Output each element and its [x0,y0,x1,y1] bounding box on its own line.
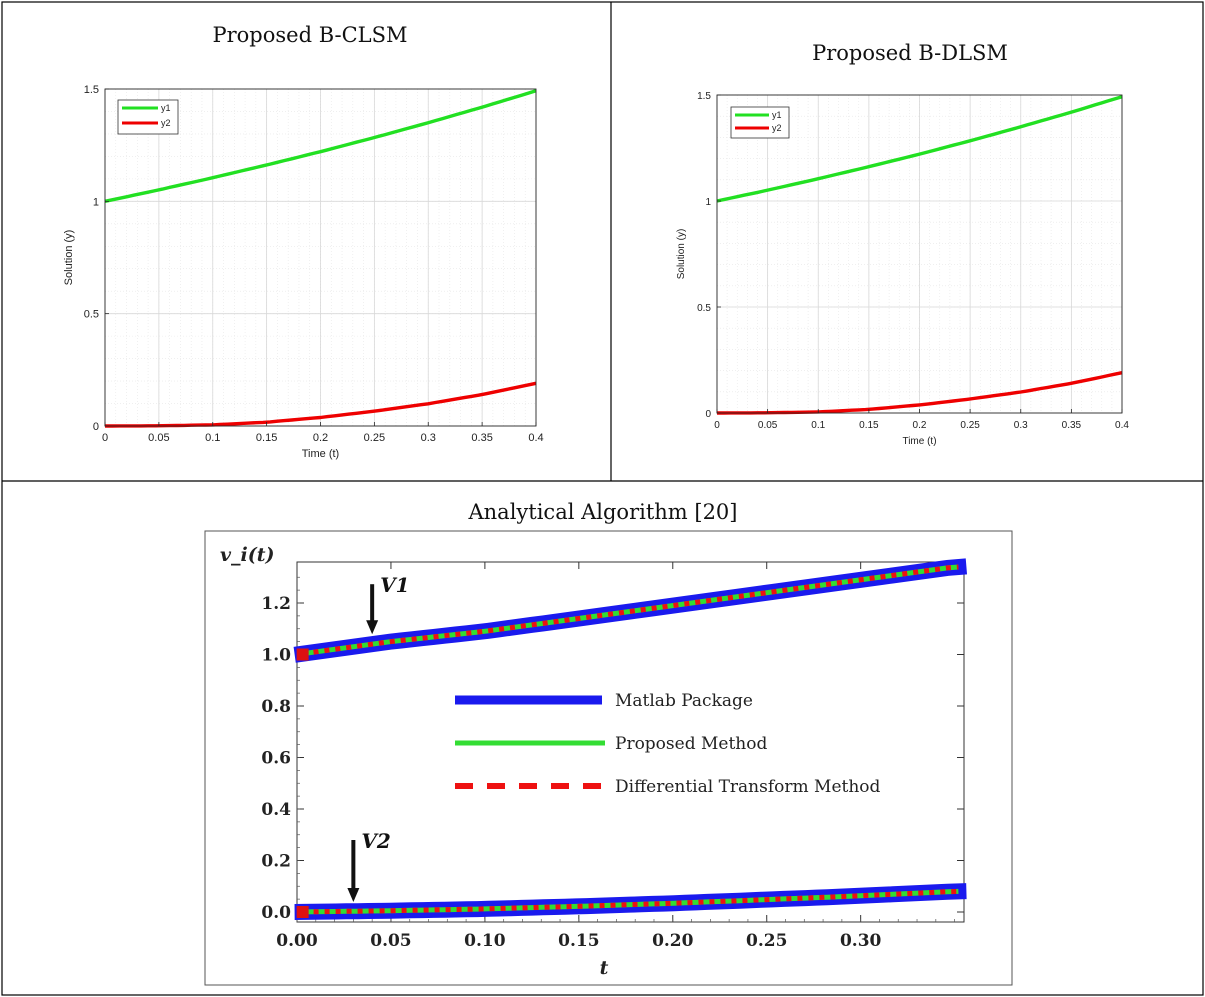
x-tick-label: 0.3 [1014,420,1028,431]
x-tick-label: 0.35 [1062,420,1082,431]
x-tick-label: 0 [714,420,720,431]
legend-label: Matlab Package [615,691,753,711]
series-start-marker [296,906,309,918]
x-tick-label: 0.15 [859,420,879,431]
series-start-marker [296,648,309,661]
y-tick-label: 0.2 [261,852,291,872]
x-tick-label: 0.15 [558,931,599,951]
series-line-y2 [717,371,1123,415]
x-tick-label: 0.2 [913,420,927,431]
y-tick-label: 1 [93,196,99,208]
x-axis-label: t [600,957,609,979]
y-tick-label: 0.0 [261,903,291,923]
x-tick-label: 0.05 [148,432,169,444]
x-tick-label: 0.25 [960,420,980,431]
y-axis-label: Solution (y) [676,229,687,280]
x-tick-label: 0.10 [464,931,506,951]
x-axis-label: Time (t) [902,436,936,447]
y-tick-label: 1.5 [84,84,99,96]
y-tick-label: 0.5 [84,309,99,321]
x-tick-label: 0.3 [421,432,436,444]
x-tick-label: 0.20 [652,931,694,951]
legend-label-y1: y1 [772,110,782,120]
plot-area [296,561,965,923]
y-tick-label: 0.4 [261,800,291,820]
y-tick-label: 0.5 [697,303,711,314]
legend-label: Proposed Method [615,734,767,754]
x-tick-label: 0.05 [758,420,778,431]
x-tick-label: 0.1 [205,432,220,444]
x-tick-label: 0.25 [364,432,385,444]
x-tick-label: 0.35 [471,432,492,444]
chart-b-dlsm: 0 0.05 0.1 0.15 0.2 0.25 0.3 0.35 0.4 0 0.5 1 1.5 Tim… [676,91,1129,447]
x-tick-label: 0.30 [840,931,882,951]
series-line-dtm-values_v1 [302,564,959,657]
y-axis-label: v_i(t) [220,544,275,566]
series-line-proposed-values_v2 [302,888,959,915]
y-tick-label: 0.6 [261,749,291,769]
legend-label-y2: y2 [772,123,782,133]
y-tick-label: 0 [93,421,99,433]
legend: y1 y2 [117,99,179,135]
y-tick-label: 1 [705,197,711,208]
x-tick-label: 0.4 [1115,420,1129,431]
cell-title-analytical: Analytical Algorithm [20] [467,500,737,524]
chart-analytical: 0.00 0.05 0.10 0.15 0.20 0.25 0.30 0.0 0.2 0.4 0.6… [204,530,1013,986]
annotation-label-V1: V1 [380,573,409,597]
cell-title-clsm: Proposed B-CLSM [212,23,407,47]
y-tick-label: 1.0 [261,646,291,666]
x-tick-label: 0 [102,432,108,444]
chart-b-clsm: 0 0.05 0.1 0.15 0.2 0.25 0.3 0.35 0.4 0 0.5 1 1.5 Tim… [63,84,544,460]
x-tick-label: 0.4 [528,432,543,444]
x-tick-label: 0.00 [276,931,318,951]
x-axis-label: Time (t) [302,448,339,460]
annotation-arrow-head [347,888,360,902]
legend-box [730,106,790,139]
x-tick-label: 0.05 [370,931,411,951]
legend-box [117,99,179,135]
series-line-y1 [104,89,537,203]
y-tick-label: 0.8 [261,697,291,717]
x-tick-label: 0.25 [746,931,787,951]
y-axis-label: Solution (y) [63,230,75,286]
y-tick-label: 1.2 [261,594,291,614]
series-line-y2 [105,381,537,428]
cell-title-dlsm: Proposed B-DLSM [812,41,1008,65]
legend-label: Differential Transform Method [615,777,881,797]
x-tick-label: 0.2 [313,432,328,444]
y-tick-label: 0 [705,409,711,420]
annotation-arrow-head [366,620,379,635]
annotation-label-V2: V2 [361,829,391,853]
series-line-y1 [716,95,1123,203]
x-tick-label: 0.1 [811,420,825,431]
legend-label-y2: y2 [161,118,171,128]
legend: Matlab Package Proposed Method Differentia… [455,691,881,797]
x-tick-label: 0.15 [256,432,277,444]
y-tick-label: 1.5 [697,91,711,102]
legend-label-y1: y1 [161,103,171,113]
